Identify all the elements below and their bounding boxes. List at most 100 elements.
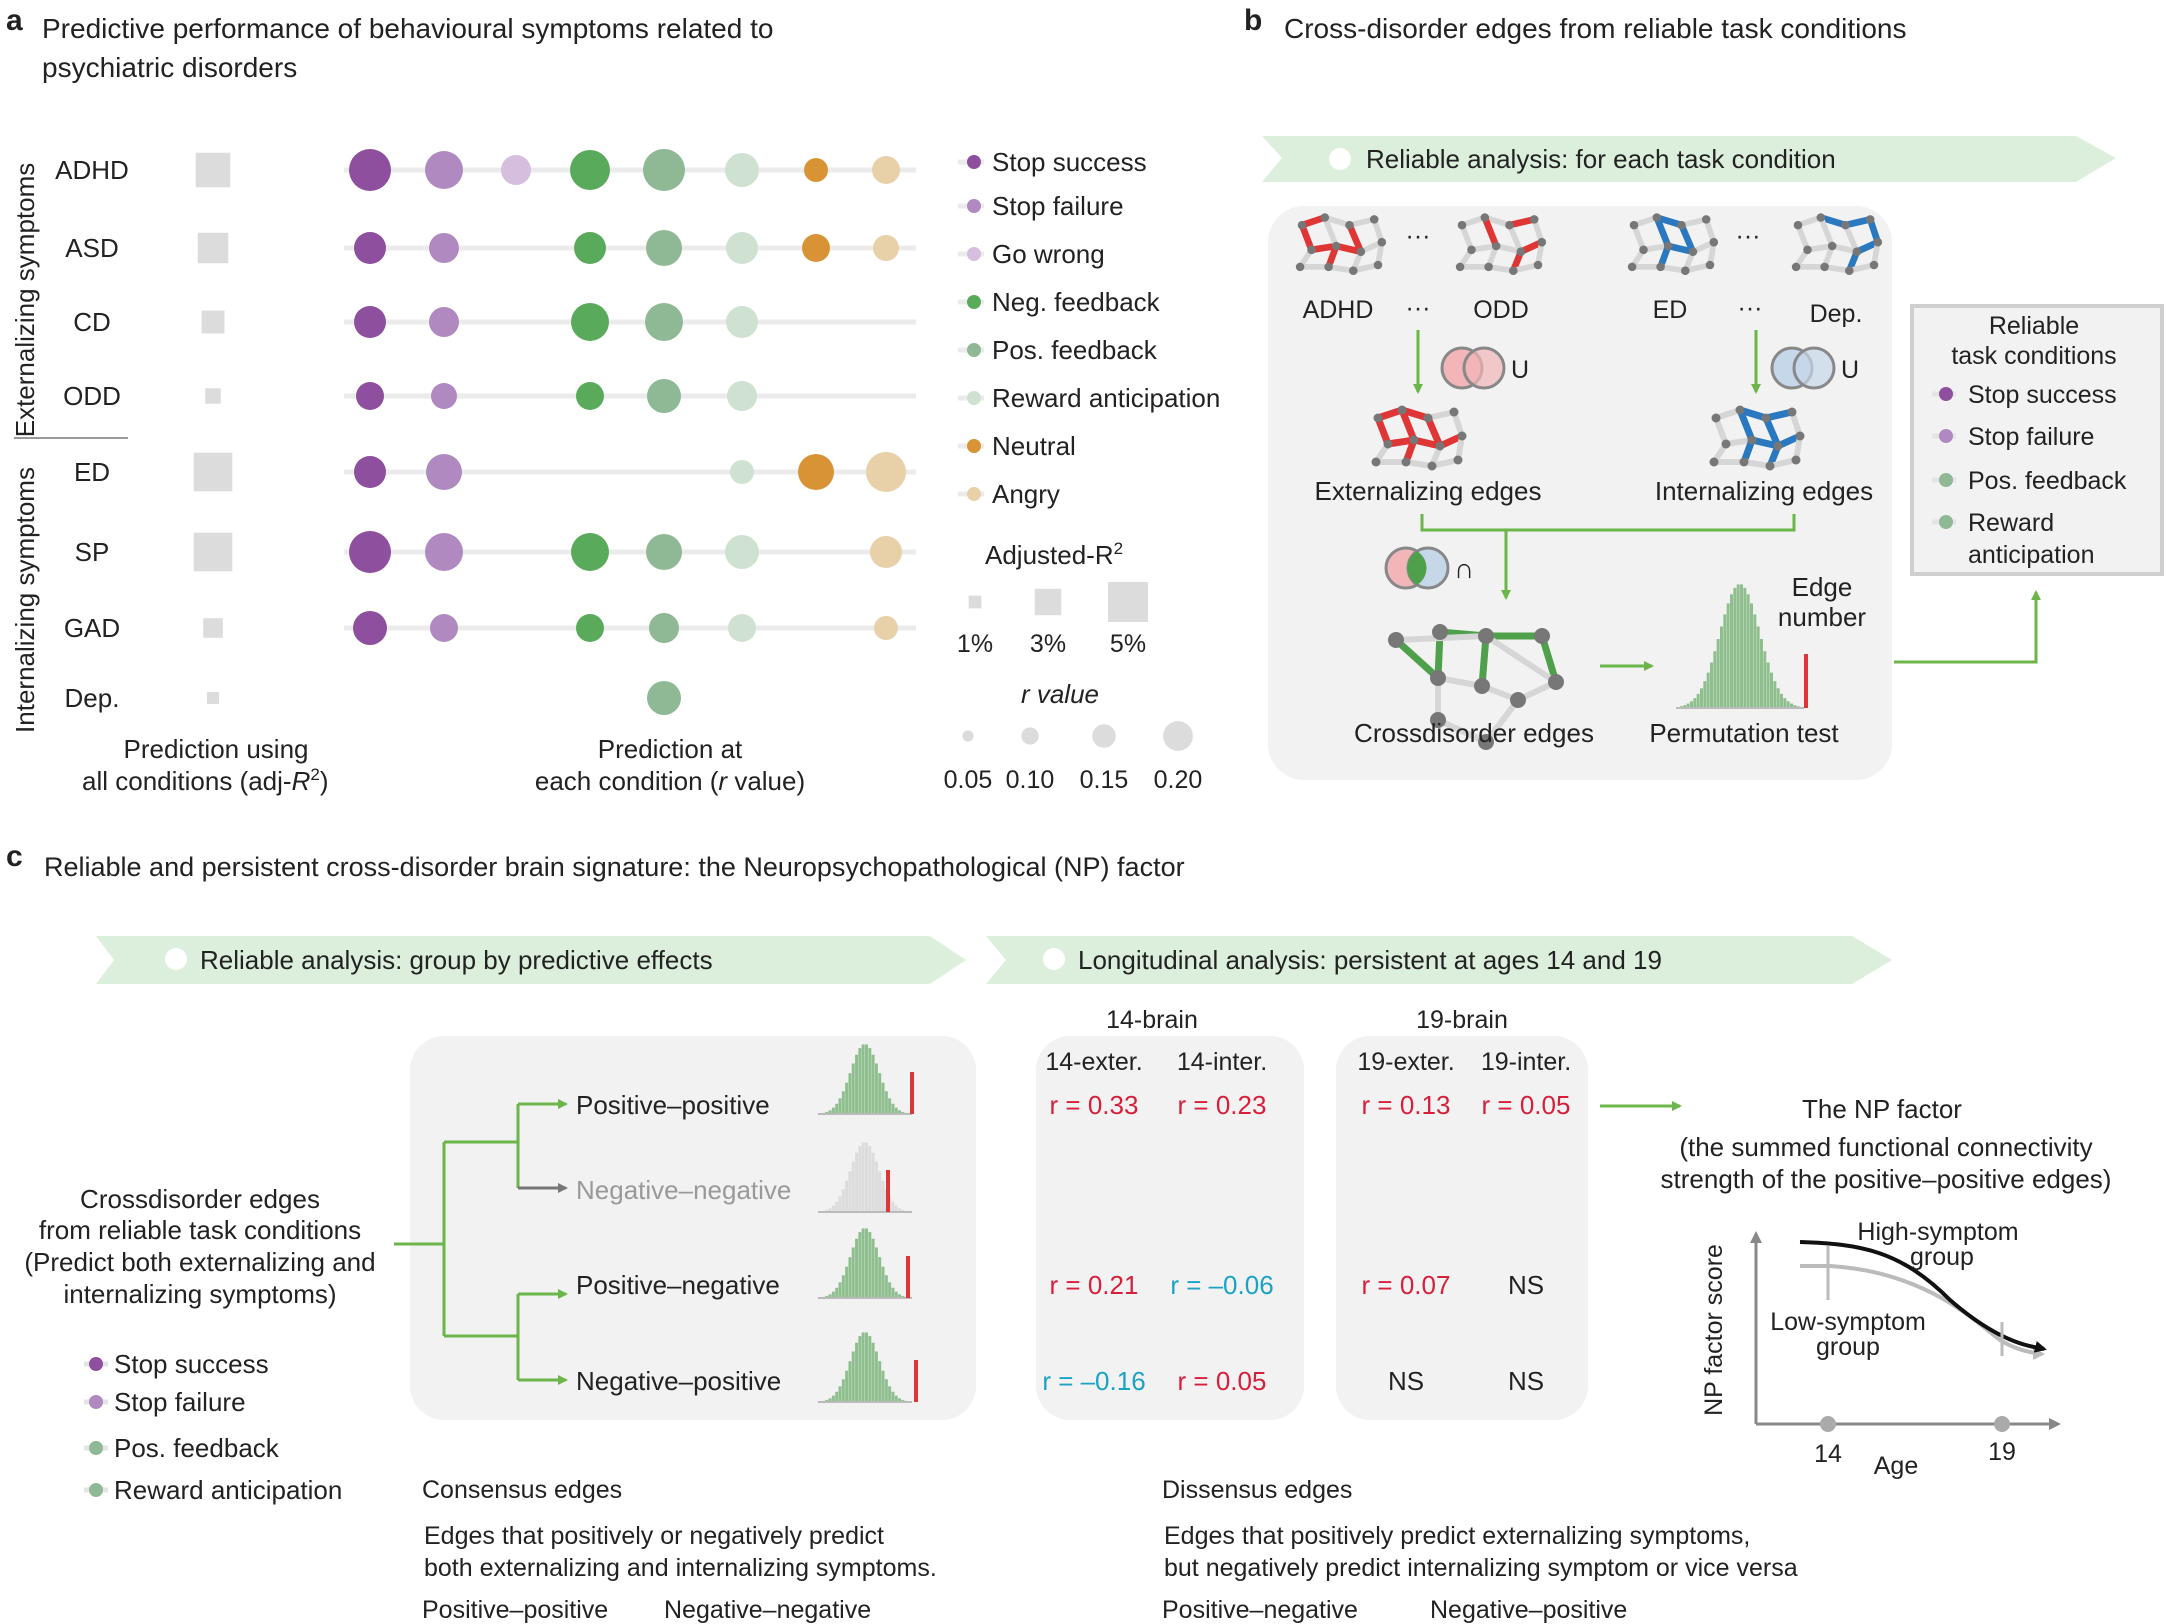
panel-b-label: b <box>1244 4 1262 37</box>
network-odd-node-10 <box>1509 266 1518 275</box>
network-odd <box>1455 213 1547 275</box>
branch-hist-3-bar-23 <box>898 1398 902 1402</box>
branch-hist-3-bar-21 <box>891 1391 895 1402</box>
branch-hist-2-bar-8 <box>848 1257 852 1298</box>
cross-node-9 <box>1534 628 1550 644</box>
r-dot-0-0 <box>349 149 391 191</box>
reliable-conditions-box <box>1910 304 2164 576</box>
branch-hist-3-bar-11 <box>858 1336 862 1402</box>
edge-number-1: Edge <box>1792 572 1853 602</box>
perm-hist-bar-32 <box>1786 701 1790 708</box>
perm-hist-bar-19 <box>1743 587 1747 708</box>
branch-hist-0-bar-20 <box>888 1098 892 1114</box>
network-odd-node-0 <box>1457 220 1467 230</box>
c-legend-label-3: Reward anticipation <box>114 1475 342 1505</box>
perm-hist-bar-28 <box>1773 681 1777 708</box>
band-b-text: Reliable analysis: for each task conditi… <box>1366 144 1836 174</box>
branch-hist-3-bar-3 <box>831 1395 835 1402</box>
branch-hist-0-bar-22 <box>894 1107 898 1114</box>
branch-hist-2-bar-14 <box>868 1232 872 1298</box>
branch-hist-2-bar-5 <box>838 1282 842 1298</box>
cell-3-0: r = –0.16 <box>1042 1366 1145 1396</box>
perm-hist-bar-34 <box>1793 705 1797 708</box>
r-dot-3-5 <box>727 381 757 411</box>
r-dot-6-1 <box>430 614 458 642</box>
branch-hist-3-bar-12 <box>861 1332 865 1402</box>
cross-node-0 <box>1388 632 1404 648</box>
branch-hist-3-bar-13 <box>865 1332 868 1402</box>
band-c2 <box>986 936 1892 984</box>
adj-r2-legend-title: Adjusted-R2 <box>985 539 1123 570</box>
network-ed-node-6 <box>1688 247 1698 256</box>
network-int-union-node-4 <box>1721 439 1731 449</box>
branch-hist-0-bar-6 <box>841 1091 845 1114</box>
legend-label-6: Neutral <box>992 431 1076 461</box>
branch-hist-0-bar-8 <box>848 1073 852 1114</box>
adj-r2-square-1 <box>197 232 229 264</box>
branch-hist-1-bar-11 <box>858 1146 862 1212</box>
consensus-type-1: Positive–positive <box>422 1596 608 1624</box>
branch-hist-3 <box>818 1332 912 1403</box>
dissensus-desc-2: but negatively predict internalizing sym… <box>1164 1554 1798 1582</box>
network-dep-node-0 <box>1793 220 1803 230</box>
network-int-union-node-9 <box>1739 457 1749 467</box>
c-condition-legend: Stop success Stop failure Pos. feedback Rew… <box>84 1349 342 1505</box>
network-ed-edge-3 <box>1631 222 1647 253</box>
ellipsis-top-2: ··· <box>1736 222 1761 250</box>
c-legend-label-1: Stop failure <box>114 1387 246 1417</box>
r-dot-4-0 <box>354 456 386 488</box>
network-odd-node-6 <box>1516 247 1526 256</box>
network-ed-node-5 <box>1663 241 1673 251</box>
network-ext-union-node-7 <box>1457 431 1467 441</box>
branch-hist-1-bar-12 <box>861 1142 865 1212</box>
legend-dot-7 <box>967 487 981 501</box>
branch-hist-3-bar-24 <box>901 1399 905 1402</box>
branch-box <box>410 1036 976 1420</box>
branch-hist-1-bar-10 <box>855 1152 859 1212</box>
label-adhd: ADHD <box>1303 296 1374 324</box>
ellipsis-2: ··· <box>1738 294 1763 322</box>
col-14-exter: 14-exter. <box>1045 1048 1142 1076</box>
branch-hist-3-bar-17 <box>878 1361 882 1402</box>
branch-hist-0-bar-10 <box>855 1054 859 1114</box>
network-adhd-edge-15 <box>1321 214 1340 249</box>
xlabel-left-sup: 2 <box>310 765 319 784</box>
c-legend-label-2: Pos. feedback <box>114 1433 280 1463</box>
branch-hist-3-bar-10 <box>855 1342 859 1402</box>
r-dot-4-7 <box>866 452 906 492</box>
network-crossdisorder <box>1388 624 1564 750</box>
network-adhd-edge-1 <box>1321 214 1353 228</box>
low-group-2: group <box>1816 1333 1880 1361</box>
network-int-union-node-3 <box>1787 407 1797 417</box>
network-ed-node-10 <box>1681 266 1690 275</box>
r-dot-5-4 <box>646 534 682 570</box>
perm-hist-bar-14 <box>1726 603 1730 708</box>
branch-hist-2-bar-13 <box>865 1228 868 1298</box>
c-legend-label-0: Stop success <box>114 1349 269 1379</box>
branch-hist-3-bar-19 <box>884 1379 888 1402</box>
r-legend-label-2: 0.15 <box>1080 766 1129 794</box>
r-dot-2-4 <box>645 303 683 341</box>
branch-hist-0-bar-18 <box>881 1082 885 1114</box>
perm-hist-bar-25 <box>1763 651 1767 708</box>
network-dep-node-6 <box>1852 247 1862 256</box>
r-legend-circle-0 <box>962 730 974 742</box>
branch-hist-0-bar-11 <box>858 1048 862 1114</box>
cross-edge-9 <box>1435 717 1489 745</box>
disorder-label-4: ED <box>74 457 110 487</box>
perm-hist <box>1676 584 1804 709</box>
xlabel-right-2c: value) <box>727 766 805 796</box>
network-dep-edge-1 <box>1817 214 1849 229</box>
r-legend-circle-1 <box>1021 727 1039 745</box>
r-dot-1-3 <box>574 232 606 264</box>
network-ed <box>1627 213 1719 275</box>
branch-hist-2 <box>818 1228 912 1299</box>
r-legend-label-3: 0.20 <box>1154 766 1203 794</box>
r-dot-1-0 <box>354 232 386 264</box>
perm-hist-bar-30 <box>1780 693 1783 708</box>
branch-hist-1-bar-5 <box>838 1196 842 1212</box>
r-dot-2-1 <box>429 307 459 337</box>
disorder-labels: ADHD ASD CD ODD ED SP GAD Dep. <box>55 155 129 713</box>
network-ed-node-2 <box>1677 220 1686 230</box>
network-dep <box>1791 213 1883 275</box>
